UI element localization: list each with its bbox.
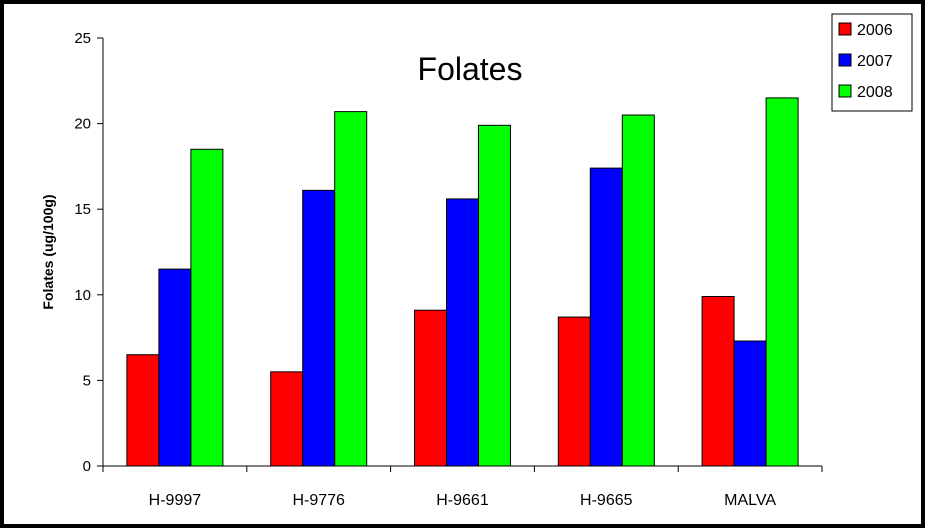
bar-2006-H-9997 xyxy=(126,354,160,467)
legend-swatch-2008 xyxy=(838,84,852,98)
bar-2007-H-9661 xyxy=(446,198,479,467)
bar-2006-H-9776 xyxy=(270,371,304,467)
bar-2007-MALVA xyxy=(733,340,767,467)
x-tick-label: H-9661 xyxy=(436,492,489,509)
x-tick-label: H-9997 xyxy=(149,492,202,509)
axes-layer: H-9997 H-9776 H-9661 H-9665 MALVA 0 5 10 15 20 25 xyxy=(74,30,823,509)
chart-title: Folates xyxy=(418,51,523,87)
bar-2008-H-9776 xyxy=(334,111,368,467)
legend-swatch-2006 xyxy=(838,22,852,36)
legend-label-2008: 2008 xyxy=(857,84,893,101)
bar-2007-H-9776 xyxy=(302,189,336,467)
x-tick-label: H-9776 xyxy=(292,492,345,509)
x-tick-label: H-9665 xyxy=(580,492,633,509)
bars-layer xyxy=(126,97,799,467)
y-axis-title: Folates (ug/100g) xyxy=(40,194,56,309)
bar-2008-H-9661 xyxy=(478,124,511,467)
legend-swatch-2007 xyxy=(838,53,852,67)
y-tick-label: 20 xyxy=(74,116,91,133)
y-tick-label: 15 xyxy=(74,201,91,218)
bar-2008-H-9665 xyxy=(621,114,655,467)
x-tick-label: MALVA xyxy=(724,492,776,509)
bar-2006-H-9665 xyxy=(557,316,591,467)
y-tick-label: 0 xyxy=(83,458,91,475)
bar-2007-H-9665 xyxy=(589,167,623,467)
legend-label-2006: 2006 xyxy=(857,22,893,39)
y-tick-label: 25 xyxy=(74,30,91,47)
y-tick-label: 5 xyxy=(83,372,91,389)
bar-2008-H-9997 xyxy=(190,148,224,467)
bar-2007-H-9997 xyxy=(158,268,192,467)
legend-label-2007: 2007 xyxy=(857,53,893,70)
legend: 2006 2007 2008 xyxy=(831,13,913,112)
y-tick-label: 10 xyxy=(74,287,91,304)
bar-2008-MALVA xyxy=(765,97,799,467)
bar-2006-H-9661 xyxy=(414,309,447,467)
bar-2006-MALVA xyxy=(701,296,735,467)
